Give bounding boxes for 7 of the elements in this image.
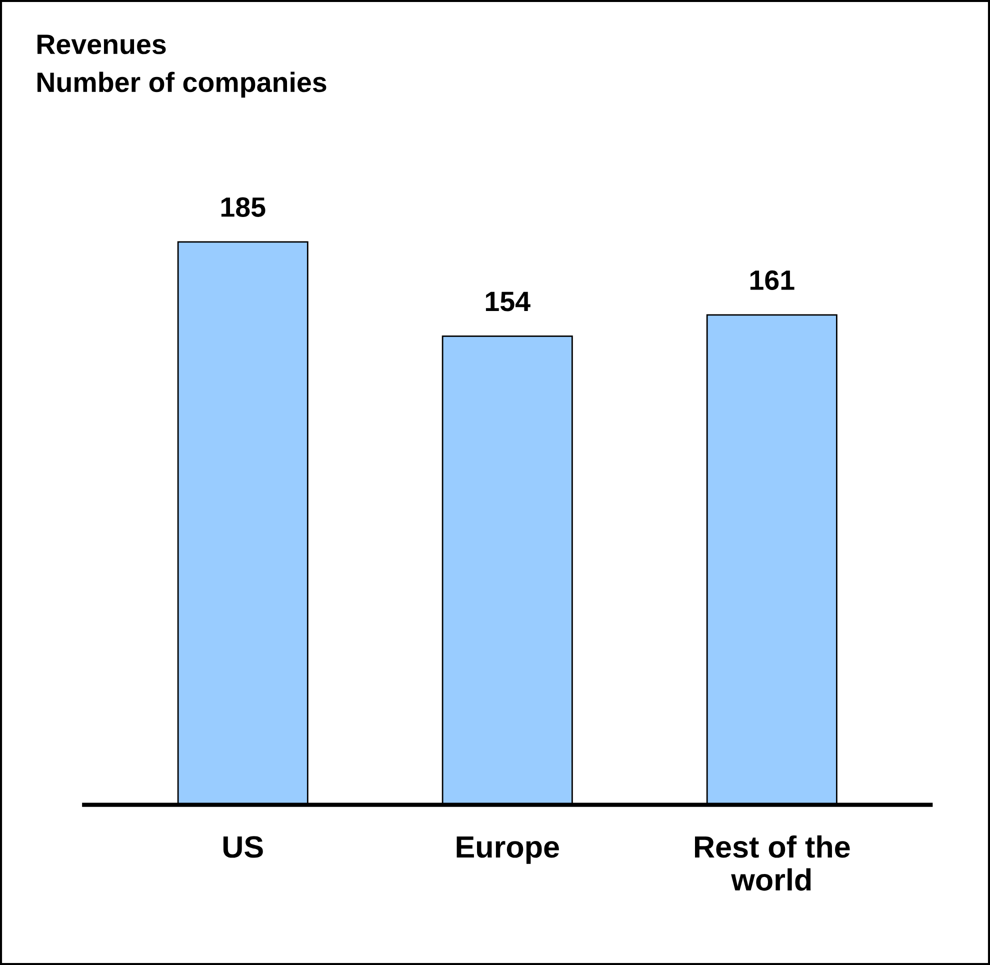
- chart-title: Revenues Number of companies: [38, 34, 326, 98]
- x-tick-label: Europe: [456, 836, 559, 864]
- data-label: 185: [221, 197, 266, 217]
- data-label: 161: [750, 270, 794, 290]
- x-tick-label: US: [223, 836, 263, 858]
- x-tick-label: Rest of the world: [695, 835, 850, 891]
- data-label: 154: [486, 292, 530, 312]
